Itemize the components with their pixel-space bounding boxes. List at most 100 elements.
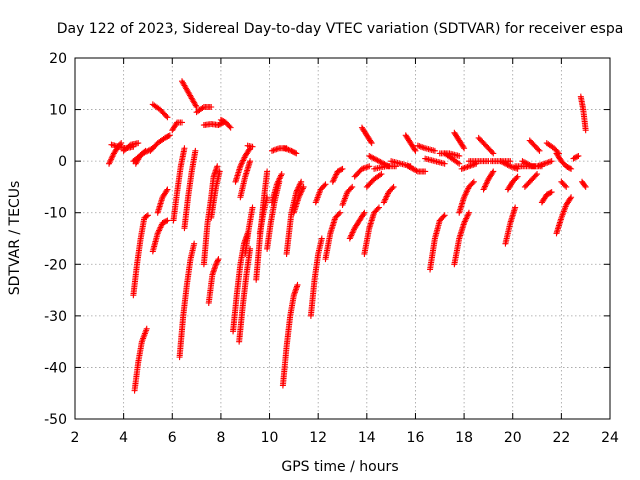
y-axis-label: SDTVAR / TECUs (7, 181, 23, 296)
track-76 (553, 194, 575, 237)
data-point (440, 213, 447, 220)
x-tick-label: 18 (455, 430, 473, 446)
data-point (143, 213, 150, 220)
track-80 (577, 93, 589, 134)
track-35 (283, 178, 305, 257)
x-tick-label: 22 (552, 430, 570, 446)
data-point (298, 178, 305, 185)
track-34 (279, 281, 301, 389)
data-point (226, 123, 233, 130)
x-tick-label: 4 (119, 430, 128, 446)
x-tick-label: 8 (216, 430, 225, 446)
track-77 (553, 150, 575, 172)
chart-title: Day 122 of 2023, Sidereal Day-to-day VTE… (57, 21, 624, 37)
data-point (534, 171, 541, 178)
track-12 (179, 78, 200, 110)
y-tick-label: -20 (44, 257, 67, 273)
data-point (144, 212, 151, 219)
data-point (456, 160, 463, 167)
track-44 (361, 204, 382, 257)
track-28 (253, 168, 271, 283)
track-75 (543, 140, 562, 157)
data-point (461, 145, 468, 152)
track-53 (414, 142, 438, 154)
y-tick-label: -30 (44, 309, 67, 325)
data-point (465, 209, 472, 216)
track-6 (131, 325, 150, 394)
data-point (527, 162, 534, 169)
data-point (441, 212, 448, 219)
track-8 (149, 101, 171, 121)
data-point (469, 180, 476, 187)
x-tick-label: 6 (168, 430, 177, 446)
data-point (460, 143, 467, 150)
x-tick-label: 2 (71, 430, 80, 446)
data-point (470, 178, 477, 185)
data-point (562, 182, 569, 189)
data-point (164, 114, 171, 121)
track-55 (427, 212, 448, 273)
data-point (575, 152, 582, 159)
data-point (216, 168, 223, 175)
y-tick-label: 20 (49, 51, 67, 67)
data-point (337, 209, 344, 216)
track-31 (268, 171, 285, 206)
track-38 (312, 181, 329, 206)
track-48 (371, 163, 399, 172)
data-point (507, 158, 514, 165)
data-point (490, 150, 497, 157)
data-point (181, 145, 188, 152)
data-point (166, 132, 173, 139)
data-point (164, 217, 171, 224)
data-point (563, 183, 570, 190)
data-point (300, 183, 307, 190)
x-tick-label: 14 (358, 430, 376, 446)
data-point (321, 182, 328, 189)
track-40 (329, 165, 346, 185)
track-58 (451, 129, 468, 152)
data-point (249, 204, 256, 211)
data-point (294, 281, 301, 288)
track-47 (358, 124, 375, 147)
data-point (375, 204, 382, 211)
track-11 (169, 119, 185, 134)
data-point (367, 138, 374, 145)
data-point (567, 195, 574, 202)
data-point (512, 204, 519, 211)
data-point (411, 146, 418, 153)
track-54 (422, 155, 448, 167)
track-19 (200, 163, 221, 268)
y-tick-label: -40 (44, 360, 67, 376)
track-51 (402, 132, 419, 154)
data-point (278, 171, 285, 178)
data-point (141, 148, 148, 155)
data-point (163, 218, 170, 225)
data-point (193, 103, 200, 110)
data-point (513, 174, 520, 181)
data-point (318, 235, 325, 242)
track-23 (244, 142, 256, 150)
track-4 (132, 147, 149, 167)
data-point (568, 165, 575, 172)
track-22 (232, 145, 254, 185)
data-point (208, 103, 215, 110)
x-tick-label: 10 (261, 430, 279, 446)
data-point (431, 147, 438, 154)
track-36 (290, 183, 307, 216)
track-43 (351, 163, 373, 180)
data-point (192, 147, 199, 154)
track-62 (465, 158, 492, 165)
data-point (582, 183, 589, 190)
track-15 (181, 147, 199, 232)
data-point (163, 187, 170, 194)
data-point (505, 162, 512, 169)
track-29 (256, 194, 271, 237)
data-point (456, 152, 463, 159)
track-27 (242, 204, 256, 257)
data-point (214, 258, 221, 265)
data-point (581, 182, 588, 189)
data-point (412, 147, 419, 154)
y-tick-label: -10 (44, 206, 67, 222)
